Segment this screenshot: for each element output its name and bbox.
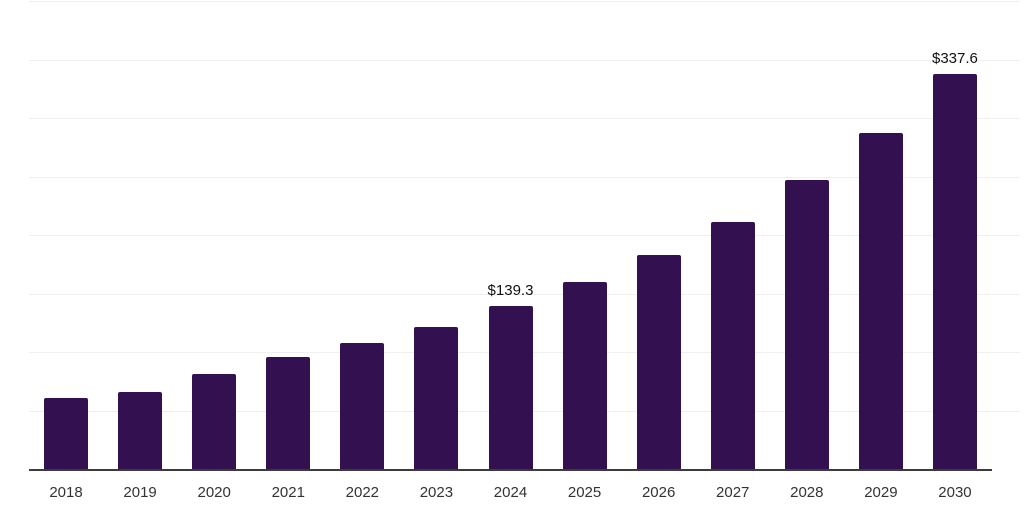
bar-2019 [118,391,163,469]
x-tick-label-2030: 2030 [938,484,972,501]
x-tick-label-2021: 2021 [271,484,305,501]
gridline [29,1,1020,2]
x-tick-label-2029: 2029 [864,484,898,501]
x-tick-label-2018: 2018 [49,484,83,501]
bar-2020 [192,373,237,469]
bar-2030 [932,74,977,469]
bar-2029 [858,133,903,469]
bar-2021 [266,356,311,469]
x-tick-label-2027: 2027 [716,484,750,501]
x-tick-label-2024: 2024 [493,484,528,501]
bar-2023 [414,326,459,469]
gridline [29,118,1020,119]
x-tick-label-2028: 2028 [790,484,824,501]
bar-2025 [562,281,607,469]
x-tick-label-2022: 2022 [345,484,380,501]
bar-value-label-2024: $139.3 [487,282,534,300]
x-tick-label-2023: 2023 [419,484,454,501]
bar-value-label-2030: $337.6 [932,50,978,67]
gridline [29,59,1020,61]
x-tick-label-2025: 2025 [567,484,602,501]
bar-2024 [488,306,533,469]
bar-2018 [44,397,89,469]
bar-2027 [710,222,755,469]
bar-2026 [636,254,681,469]
x-tick-label-2019: 2019 [123,484,157,501]
x-tick-label-2020: 2020 [197,484,231,501]
x-tick-label-2026: 2026 [641,484,676,501]
x-axis-line [29,469,992,471]
bar-2028 [784,180,829,469]
bar-2022 [340,342,385,469]
